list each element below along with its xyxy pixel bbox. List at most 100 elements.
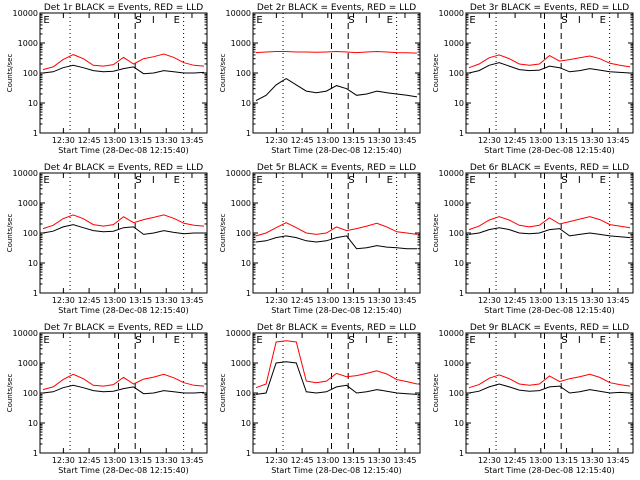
orbit-marker: S (135, 175, 141, 186)
x-tick-label: 13:30 (368, 296, 391, 305)
orbit-marker: E (469, 335, 475, 346)
y-tick-label: 1 (33, 289, 38, 298)
orbit-marker: I (365, 335, 368, 346)
lld-series-line (255, 50, 418, 54)
x-tick-label: 12:30 (52, 296, 75, 305)
x-axis-label: Start Time (28-Dec-08 12:15:40) (484, 466, 615, 475)
lld-series-line (468, 373, 631, 389)
panel-title: Det 6r BLACK = Events, RED = LLD (470, 163, 629, 173)
y-tick-label: 1000 (18, 199, 38, 208)
x-axis-label: Start Time (28-Dec-08 12:15:40) (271, 466, 402, 475)
x-tick-label: 13:45 (606, 136, 629, 145)
x-tick-label: 12:30 (478, 456, 501, 465)
y-tick-label: 1 (246, 289, 251, 298)
x-tick-label: 13:15 (555, 456, 578, 465)
orbit-marker: E (43, 15, 49, 26)
detector-panel: Det 7r BLACK = Events, RED = LLD 1 10 100 10… (6, 323, 208, 475)
x-tick-label: 13:15 (555, 296, 578, 305)
x-tick-label: 13:15 (129, 136, 152, 145)
panel-title: Det 3r BLACK = Events, RED = LLD (470, 3, 629, 13)
y-tick-label: 1000 (231, 359, 251, 368)
detector-panel: Det 4r BLACK = Events, RED = LLD 1 10 100 10… (6, 163, 208, 315)
orbit-marker: I (152, 175, 155, 186)
plot-frame (252, 12, 421, 134)
y-tick-label: 10 (454, 259, 464, 268)
y-tick-label: 100 (449, 389, 464, 398)
panel-title: Det 1r BLACK = Events, RED = LLD (44, 3, 203, 13)
orbit-marker: E (600, 335, 606, 346)
x-tick-label: 13:00 (103, 136, 126, 145)
y-tick-label: 1000 (231, 39, 251, 48)
orbit-marker: E (256, 15, 262, 26)
y-tick-label: 100 (23, 229, 38, 238)
x-tick-label: 13:30 (155, 296, 178, 305)
y-tick-label: 1000 (444, 39, 464, 48)
x-tick-label: 12:45 (504, 136, 527, 145)
y-tick-label: 1000 (444, 199, 464, 208)
orbit-marker: E (387, 15, 393, 26)
orbit-marker: E (256, 175, 262, 186)
y-tick-label: 1000 (444, 359, 464, 368)
panel-title: Det 9r BLACK = Events, RED = LLD (470, 323, 629, 333)
x-tick-label: 13:00 (529, 456, 552, 465)
orbit-marker: S (348, 175, 354, 186)
x-tick-label: 13:30 (581, 296, 604, 305)
y-tick-label: 1 (33, 449, 38, 458)
y-tick-label: 10000 (439, 169, 464, 178)
orbit-marker: E (43, 175, 49, 186)
detector-panel: Det 3r BLACK = Events, RED = LLD 1 10 100 10… (432, 3, 634, 155)
y-axis-label: Counts/sec (219, 54, 227, 93)
orbit-marker: I (365, 175, 368, 186)
x-tick-label: 13:15 (342, 296, 365, 305)
x-tick-label: 13:45 (393, 456, 416, 465)
orbit-marker: E (174, 175, 180, 186)
y-tick-label: 10 (28, 99, 38, 108)
orbit-marker: E (174, 15, 180, 26)
plot-frame (252, 172, 421, 294)
orbit-marker: S (348, 335, 354, 346)
orbit-marker: I (578, 15, 581, 26)
y-tick-label: 1000 (231, 199, 251, 208)
x-axis-label: Start Time (28-Dec-08 12:15:40) (484, 306, 615, 315)
x-tick-label: 12:45 (78, 456, 101, 465)
events-series-line (468, 227, 631, 239)
x-tick-label: 13:00 (316, 136, 339, 145)
y-axis-label: Counts/sec (6, 214, 14, 253)
x-tick-label: 12:30 (478, 296, 501, 305)
y-tick-label: 10000 (226, 329, 251, 338)
x-tick-label: 13:30 (368, 136, 391, 145)
orbit-marker: I (578, 175, 581, 186)
y-tick-label: 100 (236, 229, 251, 238)
orbit-marker: S (135, 15, 141, 26)
x-tick-label: 13:30 (581, 136, 604, 145)
orbit-marker: E (600, 15, 606, 26)
y-tick-label: 1 (459, 129, 464, 138)
panel-title: Det 4r BLACK = Events, RED = LLD (44, 163, 203, 173)
panel-title: Det 2r BLACK = Events, RED = LLD (257, 3, 416, 13)
y-tick-label: 10000 (439, 9, 464, 18)
x-tick-label: 12:30 (52, 456, 75, 465)
x-tick-label: 12:45 (78, 296, 101, 305)
detector-panel: Det 2r BLACK = Events, RED = LLD 1 10 100 10… (219, 3, 421, 155)
panel-title: Det 5r BLACK = Events, RED = LLD (257, 163, 416, 173)
x-tick-label: 12:30 (265, 456, 288, 465)
events-series-line (255, 78, 418, 102)
plot-frame (465, 12, 634, 134)
lld-series-line (468, 54, 631, 69)
y-tick-label: 10000 (226, 9, 251, 18)
events-series-line (468, 62, 631, 74)
orbit-marker: I (365, 15, 368, 26)
y-tick-label: 1 (33, 129, 38, 138)
x-axis-label: Start Time (28-Dec-08 12:15:40) (58, 466, 189, 475)
detector-panel: Det 1r BLACK = Events, RED = LLD 1 10 100 10… (6, 3, 208, 155)
y-tick-label: 10 (28, 419, 38, 428)
orbit-marker: E (256, 335, 262, 346)
events-series-line (42, 384, 205, 395)
x-tick-label: 13:45 (606, 456, 629, 465)
y-tick-label: 10 (241, 259, 251, 268)
detector-panel: Det 8r BLACK = Events, RED = LLD 1 10 100 10… (219, 323, 421, 475)
x-tick-label: 12:45 (504, 456, 527, 465)
panel-title: Det 8r BLACK = Events, RED = LLD (257, 323, 416, 333)
y-tick-label: 10000 (13, 9, 38, 18)
events-series-line (42, 64, 205, 75)
